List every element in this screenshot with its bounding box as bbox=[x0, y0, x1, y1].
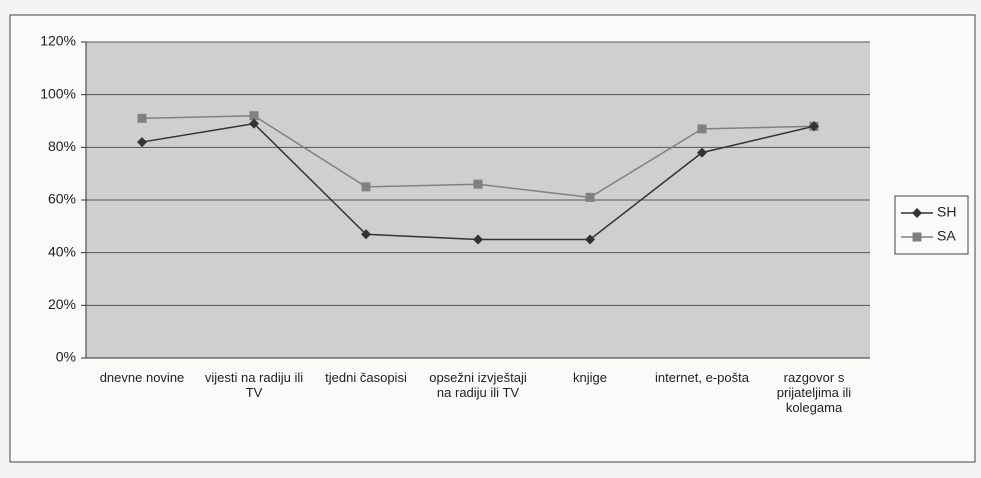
marker bbox=[473, 234, 483, 245]
y-tick-label: 40% bbox=[48, 243, 76, 259]
x-tick-label: vijesti na radiju ili TV bbox=[204, 370, 304, 400]
y-tick-label: 100% bbox=[40, 85, 76, 101]
marker bbox=[473, 179, 483, 189]
y-tick-label: 20% bbox=[48, 296, 76, 312]
legend-label: SH bbox=[937, 204, 956, 220]
x-tick-label-box: knjige bbox=[573, 370, 607, 385]
marker bbox=[585, 234, 595, 245]
x-tick-label-box: tjedni časopisi bbox=[325, 370, 407, 385]
x-tick-label: opsežni izvještaji na radiju ili TV bbox=[429, 370, 527, 400]
marker bbox=[137, 113, 147, 123]
marker bbox=[361, 182, 371, 192]
x-tick-label-box: opsežni izvještaji na radiju ili TV bbox=[429, 370, 527, 400]
y-tick-label: 120% bbox=[40, 33, 76, 49]
marker bbox=[249, 111, 259, 121]
marker bbox=[585, 192, 595, 202]
legend-label: SA bbox=[937, 228, 956, 244]
x-tick-label: razgovor s prijateljima ili kolegama bbox=[776, 370, 852, 415]
x-tick-label-box: razgovor s prijateljima ili kolegama bbox=[776, 370, 852, 415]
marker bbox=[137, 137, 147, 148]
y-tick-label: 80% bbox=[48, 138, 76, 154]
x-tick-label-box: dnevne novine bbox=[99, 370, 185, 385]
marker bbox=[697, 124, 707, 134]
x-tick-label: dnevne novine bbox=[99, 370, 185, 385]
x-tick-label-box: vijesti na radiju ili TV bbox=[204, 370, 304, 400]
marker bbox=[249, 118, 259, 129]
marker bbox=[809, 121, 819, 132]
marker bbox=[912, 232, 922, 242]
x-tick-label-box: internet, e-pošta bbox=[655, 370, 749, 385]
marker bbox=[361, 229, 371, 240]
y-tick-label: 60% bbox=[48, 191, 76, 207]
x-tick-label: tjedni časopisi bbox=[325, 370, 407, 385]
x-tick-label: knjige bbox=[573, 370, 607, 385]
marker bbox=[697, 147, 707, 158]
x-tick-label: internet, e-pošta bbox=[655, 370, 749, 385]
legend bbox=[894, 195, 969, 255]
marker bbox=[912, 208, 922, 218]
y-tick-label: 0% bbox=[56, 349, 76, 365]
